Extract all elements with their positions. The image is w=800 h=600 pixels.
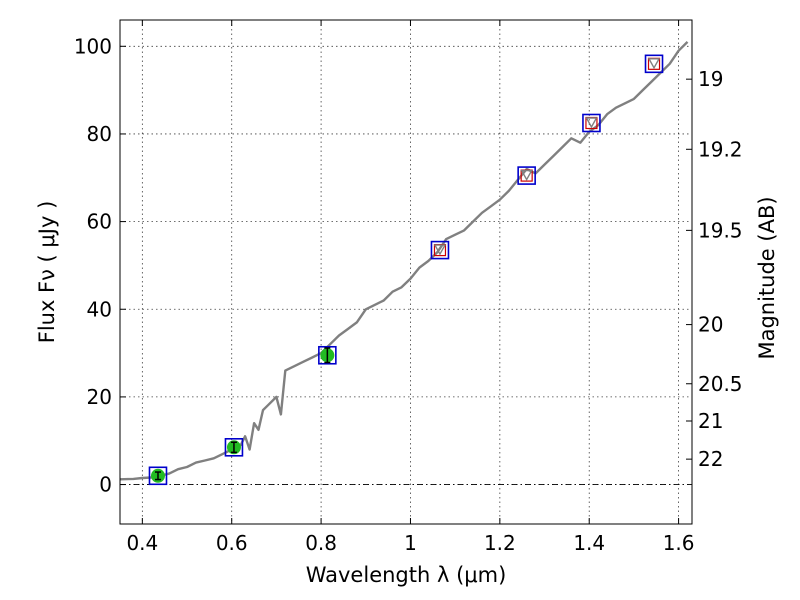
y-tick-label: 20 xyxy=(87,385,112,409)
x-tick-label: 0.4 xyxy=(126,531,158,555)
y-tick-label: 0 xyxy=(99,473,112,497)
y-axis-label: Flux Fν ( μJy ) xyxy=(35,201,59,344)
y2-tick-label: 19.2 xyxy=(698,137,743,161)
y-tick-label: 100 xyxy=(74,34,112,58)
x-axis-label: Wavelength λ (μm) xyxy=(306,563,507,587)
model-photometry-point xyxy=(582,113,601,133)
x-tick-label: 1 xyxy=(404,531,417,555)
model-photometry-point xyxy=(517,166,536,185)
plot-area xyxy=(119,41,692,486)
x-tick-label: 1.2 xyxy=(484,531,516,555)
y2-tick-label: 20.5 xyxy=(698,372,743,396)
model-photometry-point xyxy=(224,438,244,457)
y2-tick-label: 19.5 xyxy=(698,218,743,242)
model-photometry-point xyxy=(148,466,168,486)
y2-tick-label: 22 xyxy=(698,447,723,471)
y-tick-label: 60 xyxy=(87,210,112,234)
upper-limit-marker xyxy=(520,169,533,182)
axes-ticks: 0.4 0.6 0.8 1 1.2 1.4 1.6 0 20 40 60 80 100 19 19.2 19.… xyxy=(74,20,743,555)
model-photometry-point xyxy=(430,240,450,260)
upper-limit-marker xyxy=(433,244,447,256)
upper-limit-marker xyxy=(585,117,598,129)
model-photometry-point xyxy=(318,345,337,365)
y2-axis-label: Magnitude (AB) xyxy=(755,196,779,359)
upper-limit-marker xyxy=(647,58,661,70)
y-tick-label: 40 xyxy=(87,297,112,321)
plot-frame xyxy=(119,19,693,525)
spectrum-line xyxy=(119,41,689,481)
y-tick-label: 80 xyxy=(87,122,112,146)
y2-tick-label: 20 xyxy=(698,313,723,337)
y2-tick-label: 19 xyxy=(698,67,723,91)
x-tick-label: 0.6 xyxy=(216,531,248,555)
y2-tick-label: 21 xyxy=(698,409,723,433)
grid xyxy=(120,20,692,524)
model-photometry-point xyxy=(644,54,664,74)
x-tick-label: 0.8 xyxy=(305,531,337,555)
x-tick-label: 1.4 xyxy=(573,531,605,555)
x-tick-label: 1.6 xyxy=(663,531,695,555)
